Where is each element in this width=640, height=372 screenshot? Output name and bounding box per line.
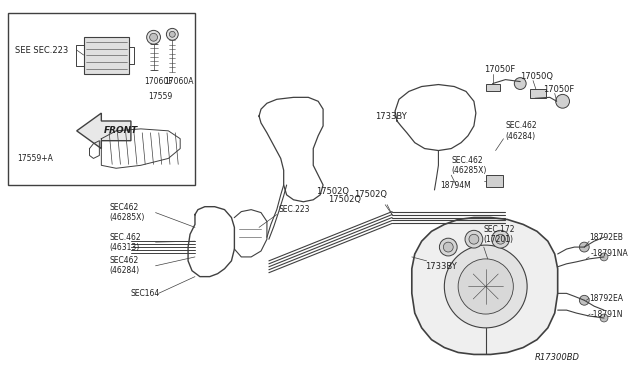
Text: FRONT: FRONT [104, 126, 138, 135]
Text: -18791NA: -18791NA [590, 250, 628, 259]
Text: SEC.462: SEC.462 [109, 233, 141, 242]
Text: 18794M: 18794M [440, 180, 471, 189]
Text: 17559: 17559 [148, 92, 173, 101]
Text: SEC462: SEC462 [109, 256, 138, 265]
Text: 17050F: 17050F [543, 85, 574, 94]
Text: SEC.223: SEC.223 [279, 205, 310, 214]
Circle shape [444, 242, 453, 252]
Circle shape [166, 28, 178, 40]
Circle shape [600, 253, 608, 261]
Text: 18792EA: 18792EA [589, 294, 623, 303]
Circle shape [600, 314, 608, 322]
Text: 17060F: 17060F [144, 77, 172, 86]
Polygon shape [77, 113, 131, 148]
Text: (46284): (46284) [109, 266, 140, 275]
Text: 17559+A: 17559+A [17, 154, 53, 163]
Circle shape [492, 230, 509, 248]
Text: 17060A: 17060A [164, 77, 194, 86]
Circle shape [515, 78, 526, 89]
Text: (46285X): (46285X) [109, 213, 145, 222]
Circle shape [556, 94, 570, 108]
Circle shape [579, 295, 589, 305]
Text: 17050F: 17050F [484, 65, 515, 74]
Circle shape [150, 33, 157, 41]
Bar [486, 84, 500, 92]
Text: 1733BY: 1733BY [375, 112, 407, 121]
Text: -18791N: -18791N [590, 310, 623, 318]
Text: SEC462: SEC462 [109, 203, 138, 212]
Polygon shape [412, 218, 557, 355]
Text: 1733BY: 1733BY [424, 262, 456, 271]
Text: 17502Q: 17502Q [316, 187, 349, 196]
Circle shape [469, 234, 479, 244]
Bar [530, 89, 546, 98]
Text: 17050Q: 17050Q [520, 72, 553, 81]
Bar [8, 13, 195, 185]
Text: SEC.462
(46284): SEC.462 (46284) [506, 121, 537, 141]
Bar [84, 37, 129, 74]
Circle shape [495, 234, 506, 244]
Circle shape [440, 238, 457, 256]
Circle shape [458, 259, 513, 314]
Text: 17502Q: 17502Q [354, 190, 387, 199]
Text: SEC.172
(17201): SEC.172 (17201) [484, 225, 515, 244]
Text: R17300BD: R17300BD [535, 353, 580, 362]
Text: (46313): (46313) [109, 243, 140, 251]
Text: SEC.462
(46285X): SEC.462 (46285X) [451, 155, 486, 175]
Circle shape [147, 31, 161, 44]
Circle shape [170, 31, 175, 37]
Circle shape [579, 242, 589, 252]
Text: 17502Q: 17502Q [328, 195, 361, 204]
Text: SEE SEC.223: SEE SEC.223 [15, 45, 68, 55]
Text: SEC164: SEC164 [131, 289, 160, 298]
Circle shape [444, 245, 527, 328]
Circle shape [465, 230, 483, 248]
Text: 18792EB: 18792EB [589, 233, 623, 242]
Bar [486, 175, 504, 187]
